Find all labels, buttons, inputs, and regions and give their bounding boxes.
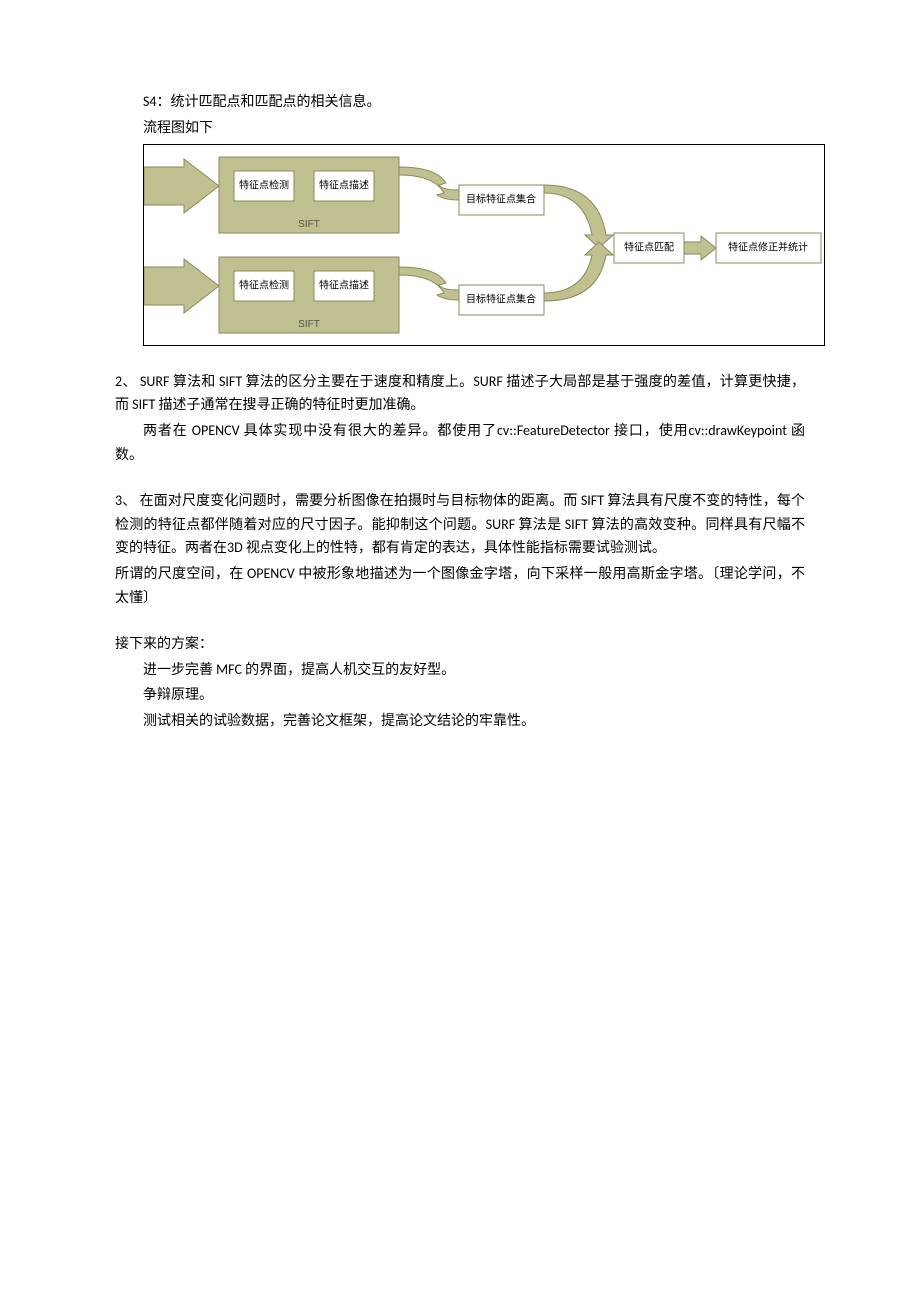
svg-text:特征点修正并统计: 特征点修正并统计 [728, 240, 808, 253]
sift-box-bottom: SIFT 特征点检测 特征点描述 [219, 257, 399, 333]
stat-box: 特征点修正并统计 [716, 233, 821, 263]
flowchart-svg: SIFT 特征点检测 特征点描述 SIFT 特征点检测 特征点描述 [144, 145, 824, 345]
set1-box: 目标特征点集合 [459, 185, 544, 215]
svg-text:目标特征点集合: 目标特征点集合 [466, 192, 536, 205]
sift-box-top: SIFT 特征点检测 特征点描述 [219, 157, 399, 233]
svg-text:SIFT: SIFT [298, 319, 320, 330]
line-s4: S4：统计匹配点和匹配点的相关信息。 [115, 90, 805, 114]
next-3: 测试相关的试验数据，完善论文框架，提高论文结论的牢靠性。 [115, 709, 805, 733]
flow-caption: 流程图如下 [115, 116, 805, 140]
desc2-label: 特征点描述 [319, 278, 369, 291]
document-page: S4：统计匹配点和匹配点的相关信息。 流程图如下 SIFT 特征点检测 [0, 0, 920, 1302]
detect1-label: 特征点检测 [239, 178, 289, 191]
input-arrow-bottom [144, 259, 219, 313]
input-arrow-top [144, 159, 219, 213]
arrow-sift1-to-set1 [399, 167, 459, 200]
desc1-label: 特征点描述 [319, 178, 369, 191]
svg-text:目标特征点集合: 目标特征点集合 [466, 292, 536, 305]
match-box: 特征点匹配 [614, 233, 684, 263]
svg-text:SIFT: SIFT [298, 219, 320, 230]
detect2-label: 特征点检测 [239, 278, 289, 291]
para-2b: 两者在 OPENCV 具体实现中没有很大的差异。都使用了cv::FeatureD… [115, 419, 805, 467]
flowchart-container: SIFT 特征点检测 特征点描述 SIFT 特征点检测 特征点描述 [143, 144, 825, 346]
arrow-match-to-stat [684, 236, 716, 260]
svg-text:特征点匹配: 特征点匹配 [624, 241, 674, 253]
next-2: 争辩原理。 [115, 683, 805, 707]
arrow-sift2-to-set2 [399, 267, 459, 300]
arrow-set1-to-match [544, 185, 613, 248]
arrow-set2-to-match [544, 242, 613, 301]
para-3b: 所谓的尺度空间，在 OPENCV 中被形象地描述为一个图像金字塔，向下采样一般用… [115, 562, 805, 610]
para-3a: 3、 在面对尺度变化问题时，需要分析图像在拍摄时与目标物体的距离。而 SIFT … [115, 489, 805, 560]
set2-box: 目标特征点集合 [459, 285, 544, 315]
next-header: 接下来的方案： [115, 632, 805, 656]
next-1: 进一步完善 MFC 的界面，提高人机交互的友好型。 [115, 658, 805, 682]
diagram-indent: SIFT 特征点检测 特征点描述 SIFT 特征点检测 特征点描述 [115, 144, 805, 346]
para-2a: 2、 SURF 算法和 SIFT 算法的区分主要在于速度和精度上。SURF 描述… [115, 370, 805, 418]
